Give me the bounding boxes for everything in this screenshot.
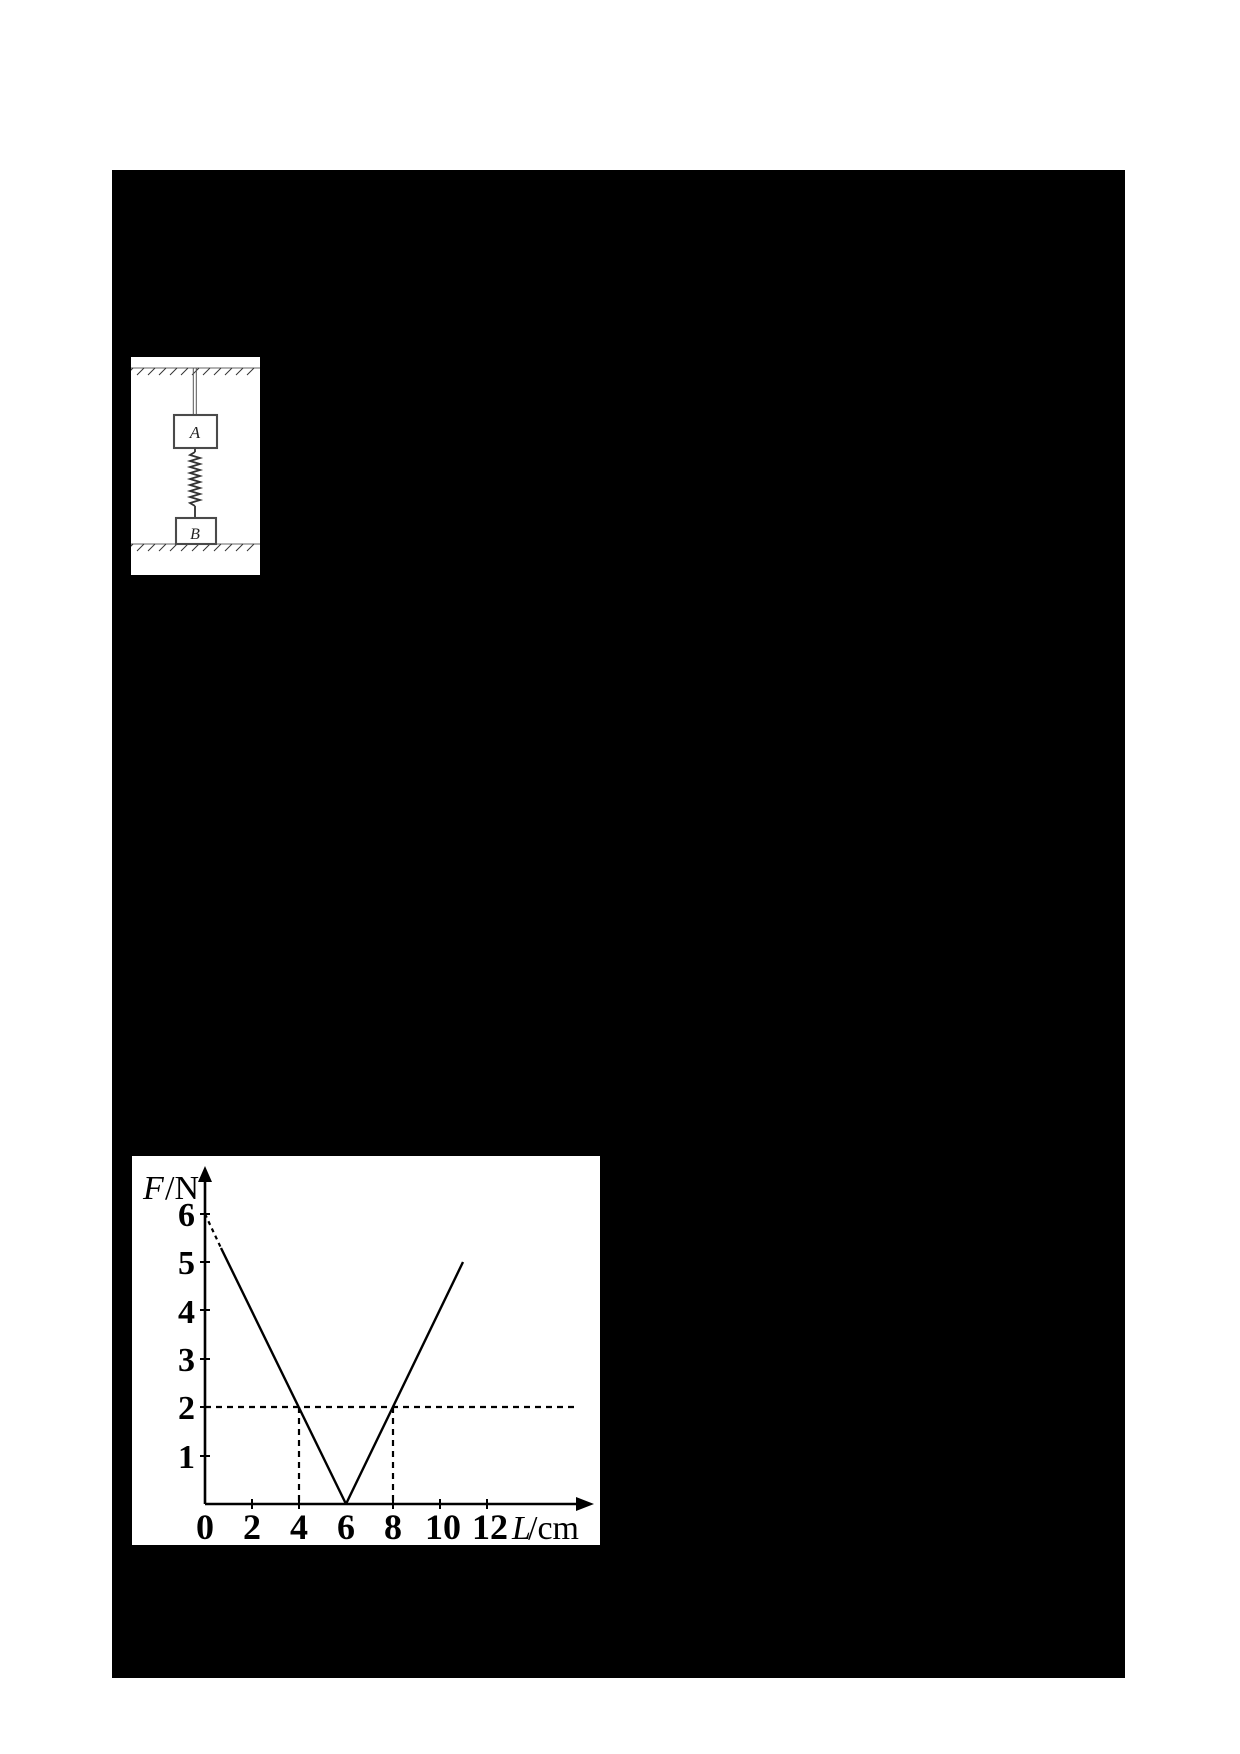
svg-text:1: 1: [178, 1439, 195, 1476]
svg-text:3: 3: [178, 1342, 195, 1379]
svg-text:/N: /N: [165, 1170, 199, 1207]
svg-text:4: 4: [178, 1294, 195, 1331]
svg-text:4: 4: [290, 1507, 308, 1545]
svg-text:8: 8: [384, 1507, 402, 1545]
svg-text:/cm: /cm: [528, 1510, 579, 1545]
svg-text:0: 0: [196, 1507, 214, 1545]
svg-text:B: B: [190, 526, 200, 543]
svg-text:6: 6: [337, 1507, 355, 1545]
svg-text:2: 2: [243, 1507, 261, 1545]
svg-text:F: F: [142, 1170, 165, 1207]
svg-text:10: 10: [425, 1507, 461, 1545]
svg-text:5: 5: [178, 1245, 195, 1282]
svg-text:A: A: [189, 423, 201, 442]
svg-text:2: 2: [178, 1390, 195, 1427]
svg-text:12: 12: [472, 1507, 508, 1545]
